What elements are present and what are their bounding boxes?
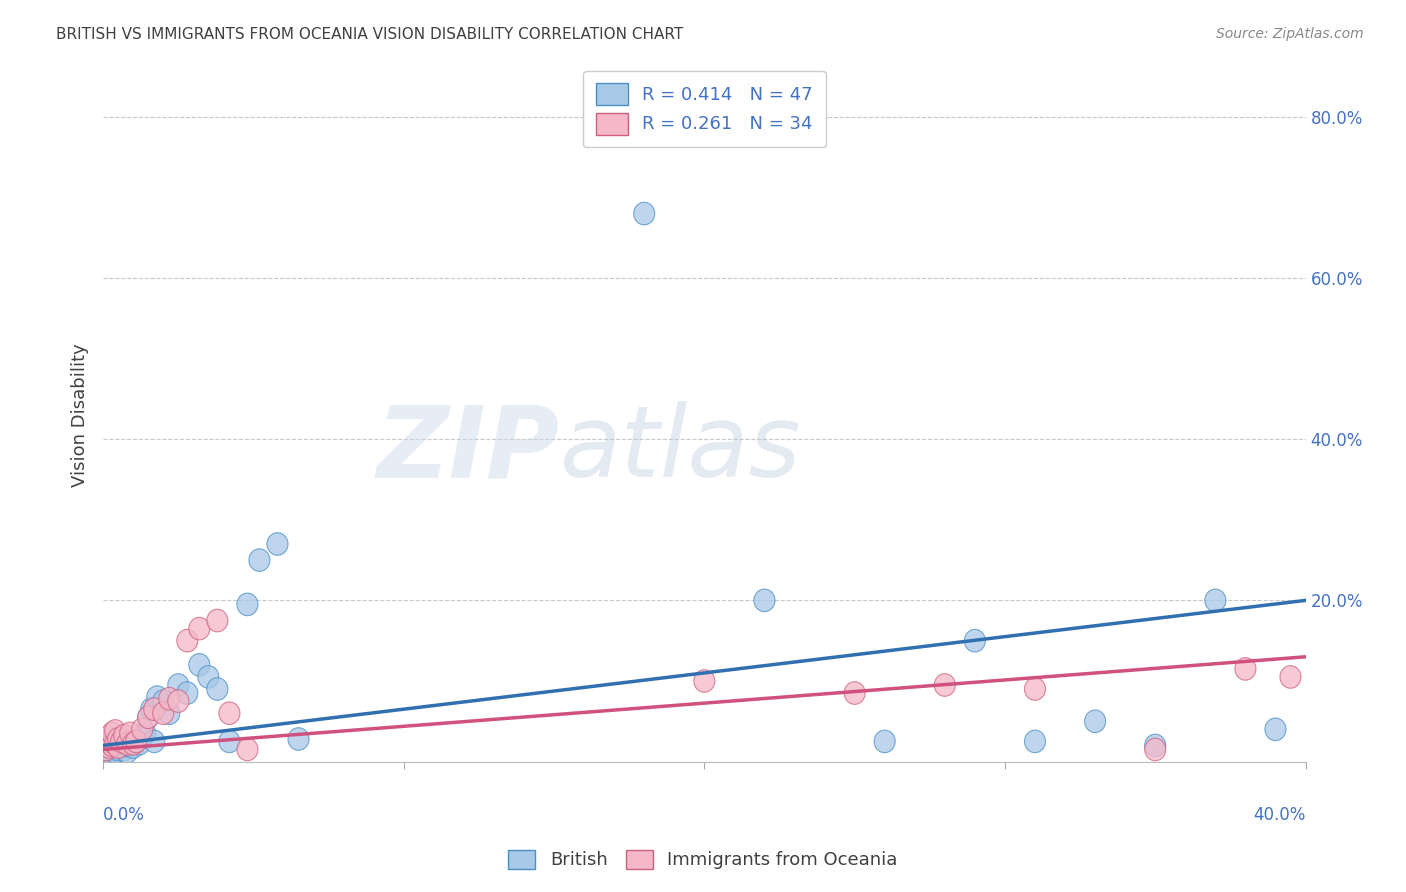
Ellipse shape xyxy=(96,731,117,753)
Ellipse shape xyxy=(754,589,775,612)
Ellipse shape xyxy=(104,732,125,756)
Ellipse shape xyxy=(159,702,180,724)
Ellipse shape xyxy=(104,734,125,756)
Ellipse shape xyxy=(875,731,896,753)
Ellipse shape xyxy=(267,533,288,555)
Ellipse shape xyxy=(98,732,120,756)
Ellipse shape xyxy=(108,728,129,750)
Ellipse shape xyxy=(219,731,240,753)
Ellipse shape xyxy=(1234,657,1256,681)
Ellipse shape xyxy=(219,702,240,724)
Ellipse shape xyxy=(207,678,228,700)
Ellipse shape xyxy=(117,734,138,756)
Ellipse shape xyxy=(114,724,135,747)
Ellipse shape xyxy=(153,702,174,724)
Ellipse shape xyxy=(1084,710,1105,732)
Ellipse shape xyxy=(122,732,143,756)
Ellipse shape xyxy=(125,731,146,753)
Ellipse shape xyxy=(125,731,146,753)
Ellipse shape xyxy=(120,732,141,756)
Ellipse shape xyxy=(844,681,865,705)
Legend: R = 0.414   N = 47, R = 0.261   N = 34: R = 0.414 N = 47, R = 0.261 N = 34 xyxy=(583,70,825,147)
Ellipse shape xyxy=(104,720,125,742)
Ellipse shape xyxy=(132,718,153,740)
Ellipse shape xyxy=(117,740,138,764)
Ellipse shape xyxy=(98,736,120,758)
Ellipse shape xyxy=(236,593,257,615)
Ellipse shape xyxy=(138,706,159,729)
Y-axis label: Vision Disability: Vision Disability xyxy=(72,343,89,487)
Ellipse shape xyxy=(96,736,117,758)
Ellipse shape xyxy=(108,732,129,756)
Ellipse shape xyxy=(1144,734,1166,756)
Text: Source: ZipAtlas.com: Source: ZipAtlas.com xyxy=(1216,27,1364,41)
Ellipse shape xyxy=(104,740,125,764)
Ellipse shape xyxy=(167,673,188,697)
Ellipse shape xyxy=(132,726,153,748)
Ellipse shape xyxy=(249,549,270,572)
Ellipse shape xyxy=(177,681,198,705)
Ellipse shape xyxy=(135,722,156,745)
Ellipse shape xyxy=(101,722,122,745)
Ellipse shape xyxy=(146,686,167,708)
Ellipse shape xyxy=(120,722,141,745)
Ellipse shape xyxy=(236,739,257,761)
Ellipse shape xyxy=(207,609,228,632)
Ellipse shape xyxy=(693,670,714,692)
Ellipse shape xyxy=(138,706,159,729)
Ellipse shape xyxy=(177,630,198,652)
Ellipse shape xyxy=(965,630,986,652)
Ellipse shape xyxy=(1279,665,1301,689)
Ellipse shape xyxy=(101,739,122,761)
Ellipse shape xyxy=(96,742,117,764)
Ellipse shape xyxy=(1205,589,1226,612)
Ellipse shape xyxy=(141,698,162,721)
Ellipse shape xyxy=(111,731,132,753)
Ellipse shape xyxy=(288,728,309,750)
Ellipse shape xyxy=(159,688,180,710)
Ellipse shape xyxy=(188,617,209,640)
Ellipse shape xyxy=(117,732,138,756)
Ellipse shape xyxy=(1144,739,1166,761)
Text: ZIP: ZIP xyxy=(377,401,560,499)
Ellipse shape xyxy=(1025,731,1046,753)
Text: BRITISH VS IMMIGRANTS FROM OCEANIA VISION DISABILITY CORRELATION CHART: BRITISH VS IMMIGRANTS FROM OCEANIA VISIO… xyxy=(56,27,683,42)
Ellipse shape xyxy=(111,736,132,758)
Ellipse shape xyxy=(98,740,120,764)
Text: 40.0%: 40.0% xyxy=(1253,805,1306,824)
Text: 0.0%: 0.0% xyxy=(103,805,145,824)
Ellipse shape xyxy=(108,736,129,758)
Ellipse shape xyxy=(634,202,655,225)
Text: atlas: atlas xyxy=(560,401,801,499)
Ellipse shape xyxy=(101,734,122,756)
Ellipse shape xyxy=(108,739,129,761)
Ellipse shape xyxy=(114,731,135,753)
Ellipse shape xyxy=(98,726,120,748)
Ellipse shape xyxy=(114,739,135,761)
Ellipse shape xyxy=(153,690,174,713)
Ellipse shape xyxy=(1265,718,1286,740)
Legend: British, Immigrants from Oceania: British, Immigrants from Oceania xyxy=(499,841,907,879)
Ellipse shape xyxy=(122,736,143,758)
Ellipse shape xyxy=(101,731,122,753)
Ellipse shape xyxy=(188,654,209,676)
Ellipse shape xyxy=(934,673,955,697)
Ellipse shape xyxy=(1025,678,1046,700)
Ellipse shape xyxy=(96,739,117,761)
Ellipse shape xyxy=(167,690,188,713)
Ellipse shape xyxy=(111,728,132,750)
Ellipse shape xyxy=(143,698,165,721)
Ellipse shape xyxy=(198,665,219,689)
Ellipse shape xyxy=(143,731,165,753)
Ellipse shape xyxy=(129,732,149,756)
